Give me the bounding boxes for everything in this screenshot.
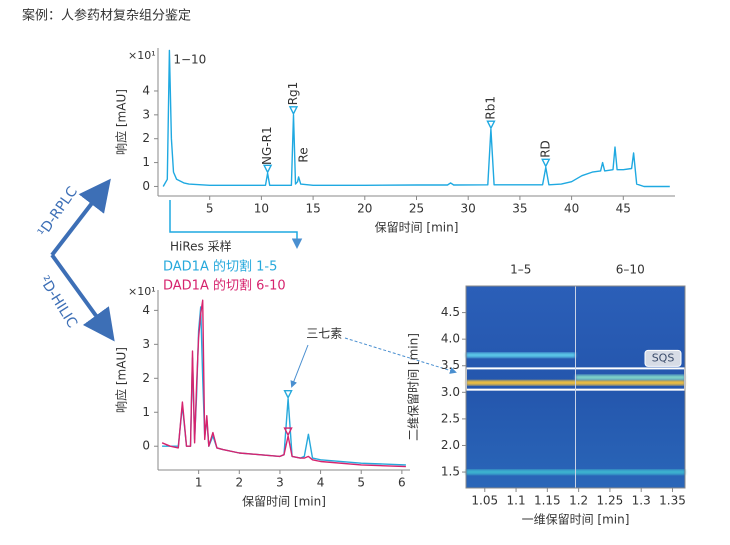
x-tick-label: 1: [195, 476, 203, 490]
x-tick-label: 1.25: [597, 494, 624, 508]
page-title: 案例：人参药材复杂组分鉴定: [22, 8, 191, 24]
y-axis-label: 响应 [mAU]: [114, 89, 129, 155]
y-tick-label: 3.5: [441, 358, 460, 372]
x-tick-label: 40: [564, 202, 579, 216]
signal-streak: [466, 352, 576, 358]
annotation: Rb1: [483, 96, 497, 120]
x-tick-label: 5: [357, 476, 365, 490]
frame: [465, 285, 686, 489]
x-axis-label: 保留时间 [min]: [375, 221, 459, 235]
x-tick-label: 1.1: [507, 494, 526, 508]
peak-marker: [288, 106, 299, 116]
annotation: Re: [296, 147, 310, 162]
peak-marker: [541, 158, 551, 168]
peak-marker: [486, 120, 496, 130]
y-tick-label: 3: [142, 107, 150, 121]
x-tick-label: 1.15: [534, 494, 561, 508]
x-tick-label: 5: [206, 202, 214, 216]
y-tick-label: 2.0: [441, 438, 460, 452]
x-tick-label: 1.05: [471, 494, 498, 508]
trace: [162, 49, 670, 188]
x-tick-label: 10: [254, 202, 269, 216]
peak-marker: [283, 389, 293, 400]
arrow-label: ¹D-RPLC: [35, 184, 81, 240]
y-tick-label: 1.5: [441, 465, 460, 479]
peak-marker: [262, 164, 273, 174]
highlight-tag: [644, 349, 682, 367]
y-tick-label: 2: [142, 371, 150, 385]
sampling-label: HiRes 采样: [170, 239, 232, 254]
annotation: 三七素: [306, 327, 342, 341]
annotation-arrow: [344, 337, 457, 374]
y-tick-label: 3: [142, 337, 150, 351]
x-tick-label: 6: [398, 476, 406, 490]
annotation: 1−10: [173, 52, 206, 66]
y-tick-label: 2.5: [441, 411, 460, 425]
x-tick-label: 1.2: [569, 494, 588, 508]
x-tick-label: 1.35: [659, 494, 686, 508]
column-label: 1–5: [510, 263, 531, 277]
y-tick-label: 3.0: [441, 385, 460, 399]
y-axis-label: 响应 [mAU]: [114, 347, 129, 413]
arrow: [50, 178, 111, 257]
scale-label: ×10¹: [128, 49, 156, 62]
y-tick-label: 4: [142, 303, 150, 317]
annotation: RD: [538, 140, 552, 158]
signal-streak: [575, 374, 685, 380]
x-tick-label: 20: [357, 202, 372, 216]
x-axis-label: 一维保留时间 [min]: [522, 513, 630, 527]
y-tick-label: 0: [142, 179, 150, 193]
annotation: NG-R1: [260, 126, 274, 165]
legend-entry: DAD1A 的切割 6-10: [163, 278, 286, 294]
y-tick-label: 4: [142, 83, 150, 97]
x-tick-label: 30: [461, 202, 476, 216]
y-tick-label: 1: [142, 405, 150, 419]
annotation-arrow: [290, 344, 309, 388]
x-tick-label: 25: [409, 202, 424, 216]
highlight-label: SQS: [652, 351, 675, 364]
y-axis-label: 二维保留时间 [min]: [407, 333, 421, 441]
scale-label: ×10¹: [128, 285, 156, 298]
peak-marker: [283, 427, 293, 437]
y-tick-label: 4.5: [441, 305, 460, 319]
x-tick-label: 4: [317, 476, 325, 490]
x-tick-label: 2: [235, 476, 243, 490]
y-tick-label: 2: [142, 131, 150, 145]
sampling-arrow: [169, 200, 303, 249]
column-label: 6–10: [616, 263, 645, 277]
x-tick-label: 3: [276, 476, 284, 490]
y-tick-label: 0: [142, 439, 150, 453]
trace: [161, 299, 406, 468]
legend-entry: DAD1A 的切割 1-5: [163, 259, 277, 275]
arrow: [50, 253, 115, 342]
x-tick-label: 15: [305, 202, 320, 216]
y-tick-label: 1: [142, 155, 150, 169]
y-tick-label: 4.0: [441, 332, 460, 346]
annotation: Rg1: [286, 82, 300, 106]
x-tick-label: 35: [512, 202, 527, 216]
x-tick-label: 45: [616, 202, 631, 216]
x-axis-label: 保留时间 [min]: [242, 495, 326, 509]
x-tick-label: 1.3: [632, 494, 651, 508]
